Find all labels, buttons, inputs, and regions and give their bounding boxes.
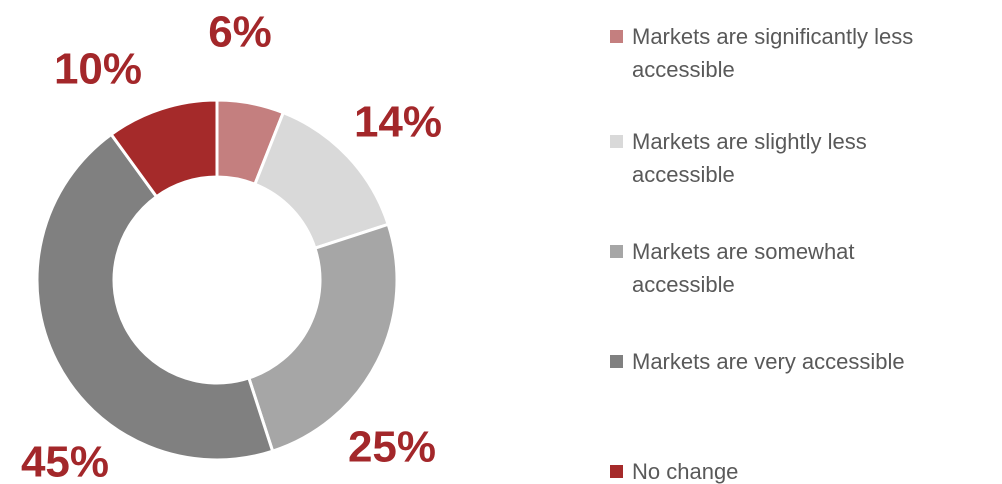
value-label: 14% (354, 98, 442, 147)
legend-item: No change (610, 455, 990, 484)
legend-label: Markets are somewhat accessible (632, 239, 855, 297)
value-label: 25% (348, 423, 436, 472)
legend-item: Markets are somewhat accessible (610, 235, 920, 301)
legend-label: Markets are slightly less accessible (632, 129, 867, 187)
legend-label: No change (632, 459, 739, 484)
legend-label: Markets are very accessible (632, 349, 905, 374)
value-label: 6% (208, 8, 272, 57)
legend-swatch (610, 355, 623, 368)
donut: 6% 14% 25% 45% 10% (21, 8, 442, 484)
legend-swatch (610, 135, 623, 148)
slice (109, 98, 219, 199)
value-label: 10% (54, 45, 142, 94)
legend-item: Markets are very accessible (610, 345, 990, 378)
legend-swatch (610, 465, 623, 478)
legend-swatch (610, 30, 623, 43)
value-label: 45% (21, 438, 109, 484)
legend-item: Markets are significantly less accessibl… (610, 20, 990, 86)
legend-swatch (610, 245, 623, 258)
slice (35, 132, 275, 462)
legend-label: Markets are significantly less accessibl… (632, 24, 914, 82)
legend-item: Markets are slightly less accessible (610, 125, 920, 191)
slice (246, 222, 399, 454)
